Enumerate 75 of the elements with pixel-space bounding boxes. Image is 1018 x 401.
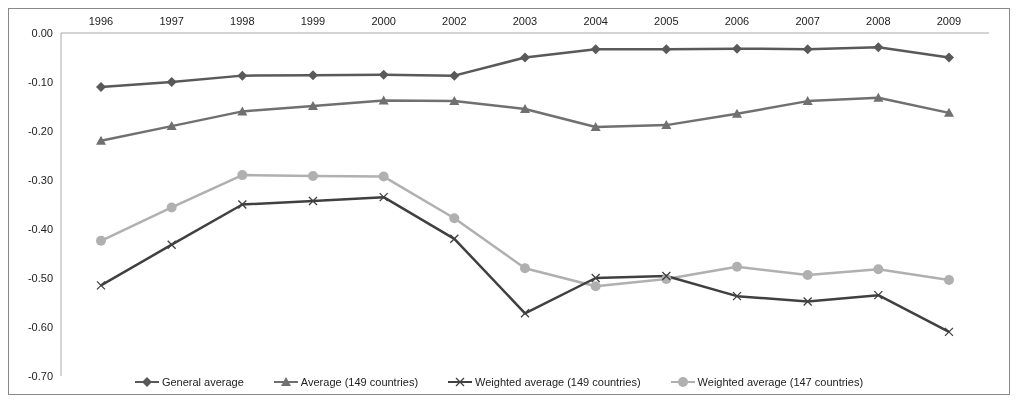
- legend-label: General average: [160, 376, 244, 388]
- point: [166, 77, 177, 87]
- point: [591, 273, 601, 283]
- point: [237, 106, 248, 116]
- y-tick-label: 0.00: [31, 26, 53, 39]
- y-tick-label: -0.60: [27, 320, 53, 333]
- point: [732, 291, 742, 301]
- point: [802, 44, 813, 55]
- point: [732, 43, 742, 54]
- point: [873, 264, 884, 275]
- x-tick-label: 2008: [866, 15, 891, 27]
- point: [802, 96, 813, 106]
- point: [449, 96, 460, 106]
- point: [590, 44, 601, 55]
- x-tick-label: 1999: [300, 15, 326, 27]
- x-tick-label: 2007: [795, 15, 820, 27]
- y-tick-label: -0.50: [27, 271, 53, 284]
- point: [378, 171, 389, 182]
- point: [661, 120, 672, 130]
- point: [520, 103, 530, 113]
- point: [96, 135, 106, 145]
- y-tick-label: -0.10: [27, 75, 53, 88]
- x-tick-label: 2006: [724, 15, 750, 27]
- x-tick-label: 2005: [654, 15, 679, 27]
- y-tick-label: -0.30: [27, 173, 53, 186]
- point: [944, 327, 954, 337]
- point: [378, 95, 389, 105]
- point: [449, 213, 460, 224]
- point: [449, 70, 460, 81]
- x-tick-label: 2000: [371, 15, 396, 27]
- point: [944, 107, 954, 117]
- x-tick-label: 1998: [230, 15, 255, 27]
- point: [520, 52, 530, 63]
- point: [732, 261, 742, 272]
- y-tick-label: -0.40: [27, 222, 53, 235]
- legend-label: Weighted average (149 countries): [474, 376, 641, 388]
- point: [237, 170, 248, 181]
- point: [96, 235, 106, 246]
- point: [732, 108, 742, 118]
- y-tick-label: -0.20: [27, 124, 53, 137]
- point: [308, 101, 318, 111]
- point: [96, 280, 106, 290]
- point: [661, 44, 672, 55]
- point: [96, 81, 106, 92]
- point: [944, 52, 954, 63]
- x-tick-label: 1996: [88, 15, 114, 27]
- x-tick-label: 2003: [512, 15, 538, 27]
- point: [166, 121, 177, 131]
- x-tick-label: 1997: [159, 15, 184, 27]
- x-tick-label: 2002: [442, 15, 467, 27]
- point: [449, 234, 459, 244]
- point: [308, 196, 318, 206]
- point: [873, 290, 883, 300]
- point: [520, 263, 530, 274]
- legend-label: Weighted average (147 countries): [696, 376, 864, 388]
- point: [237, 199, 247, 210]
- point: [802, 270, 813, 281]
- point: [873, 92, 884, 102]
- point: [873, 42, 884, 53]
- point: [308, 171, 318, 182]
- point: [237, 70, 248, 81]
- point: [520, 308, 530, 318]
- point: [378, 69, 389, 80]
- x-tick-label: 2004: [583, 15, 608, 27]
- point: [590, 281, 601, 292]
- point: [308, 70, 318, 81]
- point: [166, 202, 177, 213]
- point: [944, 274, 954, 285]
- point: [167, 240, 177, 250]
- point: [379, 192, 389, 202]
- point: [803, 296, 813, 307]
- legend-label: Average (149 countries): [299, 376, 419, 388]
- x-tick-label: 2009: [936, 15, 962, 27]
- y-tick-label: -0.70: [27, 369, 53, 382]
- point: [590, 122, 601, 132]
